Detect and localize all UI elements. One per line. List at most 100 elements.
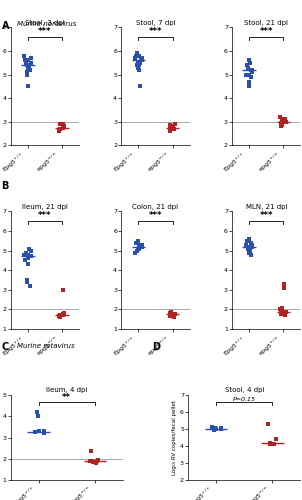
Point [279,120,284,128]
Point [282,118,287,126]
Point [279,308,284,316]
Point [281,280,286,288]
Point [28,252,33,260]
Point [247,70,252,78]
Point [283,312,288,320]
Point [133,239,138,247]
Point [26,254,31,262]
Point [27,282,32,290]
Point [246,244,250,252]
Point [167,312,172,320]
Point [214,425,219,433]
Point [90,457,95,465]
Point [246,64,250,72]
Point [25,278,30,286]
Point [274,436,278,444]
Point [25,276,30,284]
Point [244,61,249,69]
Text: C: C [2,342,9,352]
Point [36,428,41,436]
Point [57,312,62,320]
Point [25,82,30,90]
Point [138,240,143,248]
Point [278,120,283,128]
Point [246,235,251,243]
Point [58,314,63,322]
Text: P=0.15: P=0.15 [233,396,256,402]
Point [27,244,32,252]
Point [169,124,173,132]
Text: ***: *** [259,28,273,36]
Point [133,52,138,60]
Point [26,56,31,64]
Point [249,66,253,74]
Point [28,59,33,67]
Text: Murine norovirus: Murine norovirus [17,21,76,27]
Point [268,438,272,446]
Point [172,310,177,318]
Point [58,312,63,320]
Point [282,284,287,292]
Point [95,457,100,465]
Point [167,121,172,129]
Point [60,286,65,294]
Text: A: A [2,21,9,31]
Point [96,456,101,464]
Point [280,116,284,124]
Point [23,56,28,64]
Point [88,457,93,465]
Point [135,50,140,58]
Point [35,412,40,420]
Point [58,312,63,320]
Point [61,312,66,320]
Point [169,122,174,130]
Point [283,116,288,124]
Point [25,64,30,72]
Point [138,56,143,64]
Point [61,120,66,128]
Point [278,310,283,318]
Point [135,64,140,72]
Point [23,256,28,264]
Point [219,425,224,433]
Title: Stool, 7 dpi: Stool, 7 dpi [136,20,175,26]
Point [171,312,176,320]
Point [281,116,285,124]
Point [168,122,173,130]
Point [249,250,253,258]
Point [22,250,27,258]
Point [137,66,141,74]
Point [267,440,272,448]
Point [249,239,254,247]
Point [250,66,255,74]
Point [24,68,29,76]
Point [167,310,172,318]
Point [137,242,141,250]
Title: Stool, 4 dpi: Stool, 4 dpi [225,388,264,394]
Point [213,424,218,432]
Point [219,424,224,432]
Point [139,56,144,64]
Point [58,124,63,132]
Point [136,61,141,69]
Point [243,240,248,248]
Point [56,312,61,320]
Point [210,424,215,432]
Point [60,124,65,132]
Point [25,250,30,258]
Point [139,242,144,250]
Point [62,310,66,318]
Point [34,408,39,416]
Point [169,310,174,318]
Point [279,119,284,127]
Point [246,78,251,86]
Point [172,124,177,132]
Point [89,448,94,456]
Point [247,82,252,90]
Title: Ileum, 21 dpi: Ileum, 21 dpi [22,204,68,210]
Point [271,440,276,448]
Point [133,54,138,62]
Point [58,120,63,128]
Point [57,124,62,132]
Point [243,70,248,78]
